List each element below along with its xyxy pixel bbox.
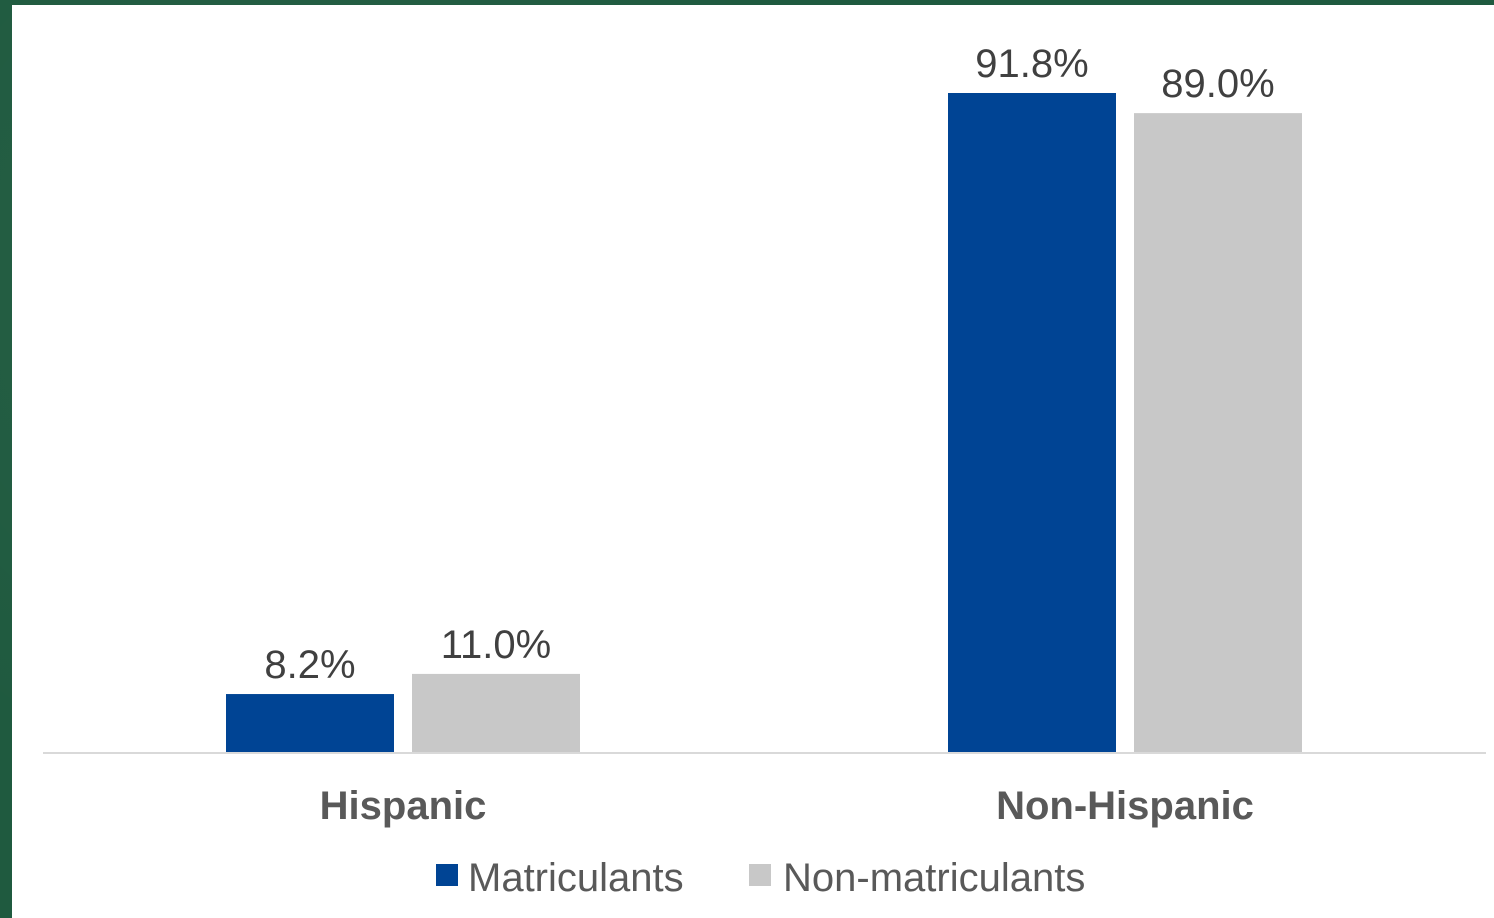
legend-label-non-matriculants: Non-matriculants	[783, 856, 1085, 900]
legend-swatch-non-matriculants	[749, 864, 771, 886]
data-label-non-hispanic-non-matriculants: 89.0%	[1161, 62, 1274, 106]
legend-swatch-matriculants	[436, 864, 458, 886]
data-label-hispanic-non-matriculants: 11.0%	[441, 623, 551, 667]
bar-chart: 8.2% 11.0% 91.8% 89.0% Hispanic Non-Hispanic…	[43, 42, 1486, 900]
data-label-hispanic-matriculants: 8.2%	[264, 643, 355, 687]
chart-panel: 8.2% 11.0% 91.8% 89.0% Hispanic Non-Hispanic…	[12, 5, 1494, 918]
bars-layer	[226, 93, 1302, 753]
bar-non-hispanic-matriculants	[948, 93, 1116, 753]
legend-label-matriculants: Matriculants	[468, 856, 684, 900]
category-label-hispanic: Hispanic	[320, 784, 487, 828]
bar-non-hispanic-non-matriculants	[1134, 113, 1302, 753]
legend: Matriculants Non-matriculants	[436, 856, 1085, 900]
category-labels-layer: Hispanic Non-Hispanic	[320, 784, 1254, 828]
category-label-non-hispanic: Non-Hispanic	[996, 784, 1254, 828]
data-labels-layer: 8.2% 11.0% 91.8% 89.0%	[264, 42, 1274, 687]
data-label-non-hispanic-matriculants: 91.8%	[975, 42, 1088, 86]
bar-hispanic-non-matriculants	[412, 673, 580, 753]
bar-hispanic-matriculants	[226, 694, 394, 753]
